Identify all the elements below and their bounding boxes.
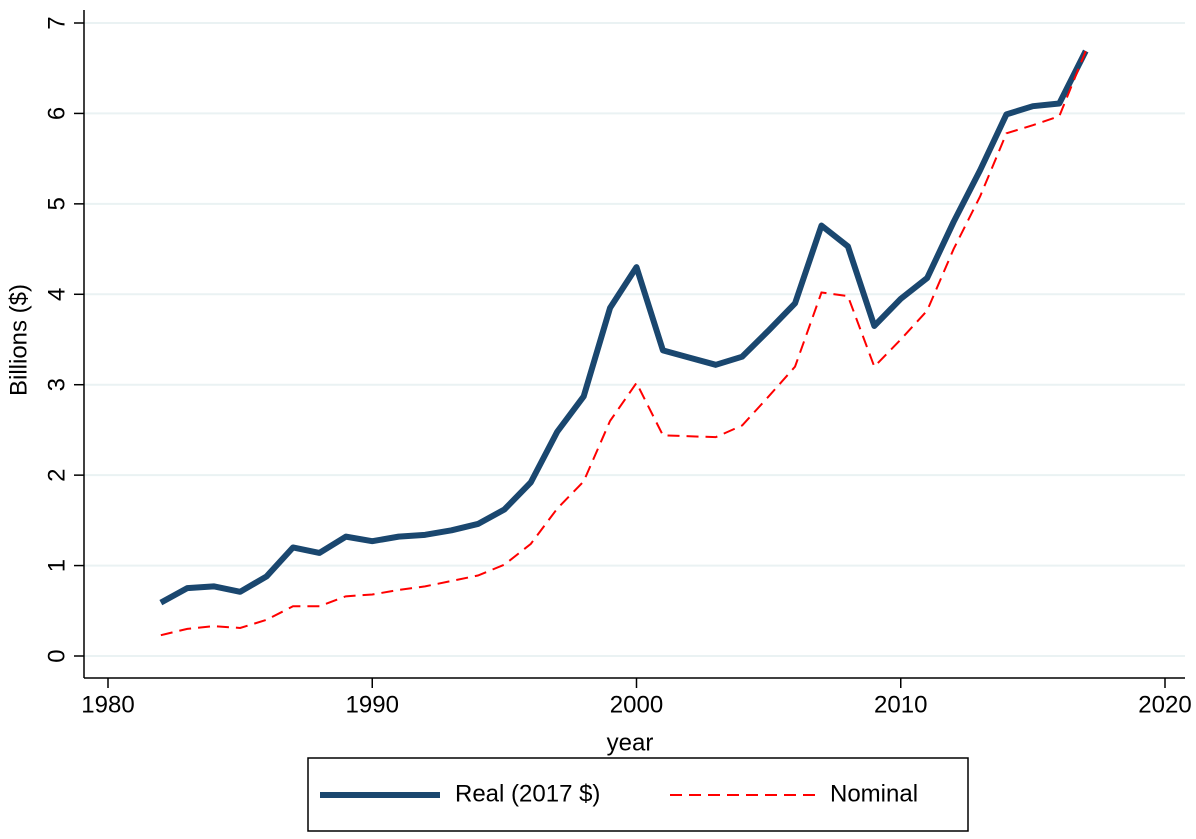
y-tick-label: 1 [43, 559, 70, 572]
y-tick-label: 0 [43, 649, 70, 662]
y-tick-label: 5 [43, 197, 70, 210]
y-tick-label: 7 [43, 16, 70, 29]
x-tick-label: 2020 [1138, 691, 1191, 718]
y-tick-label: 4 [43, 288, 70, 301]
y-tick-label: 3 [43, 378, 70, 391]
x-tick-label: 2010 [874, 691, 927, 718]
y-tick-label: 2 [43, 468, 70, 481]
y-tick-label: 6 [43, 107, 70, 120]
legend-label: Real (2017 $) [455, 780, 600, 807]
x-axis-label: year [607, 729, 654, 756]
x-tick-label: 1980 [81, 691, 134, 718]
legend-label: Nominal [830, 780, 918, 807]
y-axis-label: Billions ($) [5, 284, 32, 396]
data-line [159, 49, 1089, 606]
x-tick-label: 1990 [346, 691, 399, 718]
data-line [160, 50, 1087, 637]
x-tick-label: 2000 [610, 691, 663, 718]
